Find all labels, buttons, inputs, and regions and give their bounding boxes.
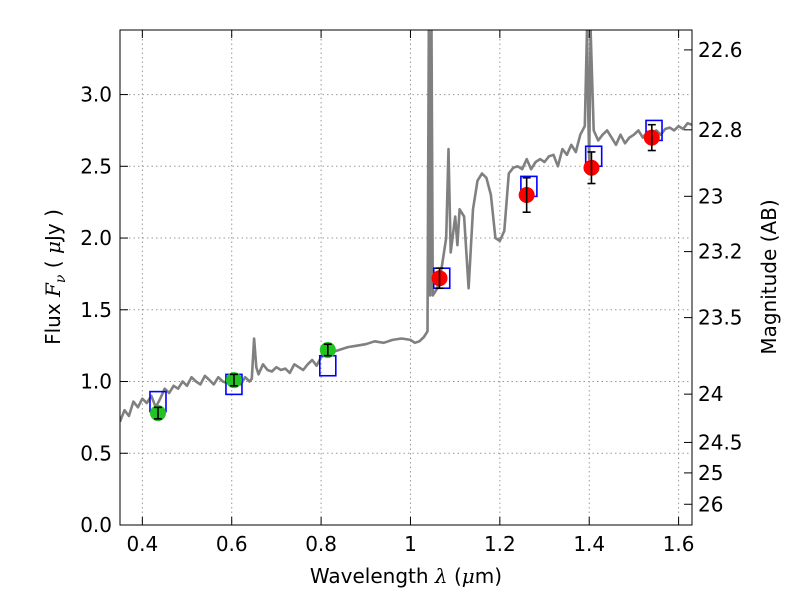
x-tick-label: 1.6 (663, 532, 695, 556)
y-tick-label: 0.5 (80, 441, 112, 465)
x-tick-label: 0.6 (216, 532, 248, 556)
secondary-y-axis-label: Magnitude (AB) (757, 199, 781, 354)
model-spectrum-line (120, 30, 692, 423)
x-tick-label: 1.4 (573, 532, 605, 556)
y-tick-label: 1.0 (80, 370, 112, 394)
x-tick-label: 0.8 (305, 532, 337, 556)
x-axis-label: Wavelength λ (μm) (310, 564, 502, 588)
y-tick-label: 2.0 (80, 226, 112, 250)
y2-tick-label: 24.5 (698, 430, 743, 454)
axes-layer: 0.4 0.6 0.8 1 1.2 1.4 1.6 0.0 0.5 1.0 1.5 2.0 2.5 3.0… (80, 30, 743, 556)
plot-area (120, 30, 692, 423)
y2-tick-label: 24 (698, 382, 723, 406)
y2-tick-label: 23 (698, 184, 723, 208)
y2-tick-label: 23.5 (698, 306, 743, 330)
y-tick-label: 0.0 (80, 513, 112, 537)
x-tick-label: 0.4 (126, 532, 158, 556)
y2-tick-label: 23.2 (698, 240, 743, 264)
y2-tick-label: 22.8 (698, 118, 743, 142)
y-axis-label: Flux Fν ( μJy ) (41, 209, 69, 345)
x-tick-label: 1.2 (484, 532, 516, 556)
x-tick-label: 1 (404, 532, 417, 556)
model-photometry-square (318, 354, 337, 377)
y-tick-label: 2.5 (80, 154, 112, 178)
y2-tick-label: 22.6 (698, 38, 743, 62)
y2-tick-label: 25 (698, 461, 723, 485)
plot-frame (119, 29, 693, 526)
grid-layer (120, 30, 692, 526)
y-tick-label: 3.0 (80, 83, 112, 107)
y2-tick-label: 26 (698, 492, 723, 516)
y-tick-label: 1.5 (80, 298, 112, 322)
markers-layer (149, 119, 663, 422)
